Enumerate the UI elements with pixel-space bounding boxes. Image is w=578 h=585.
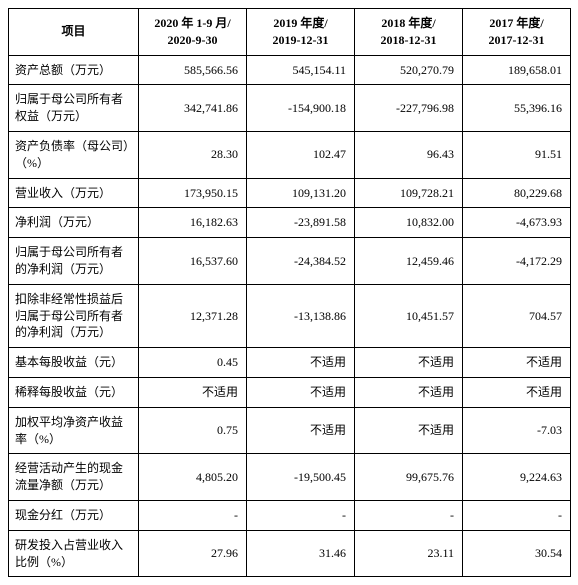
row-label: 资产总额（万元） bbox=[9, 55, 139, 85]
cell-value: 96.43 bbox=[355, 131, 463, 178]
row-label: 基本每股收益（元） bbox=[9, 348, 139, 378]
cell-value: 23.11 bbox=[355, 530, 463, 577]
cell-value: -23,891.58 bbox=[247, 208, 355, 238]
table-body: 资产总额（万元）585,566.56545,154.11520,270.7918… bbox=[9, 55, 571, 577]
cell-value: 不适用 bbox=[463, 377, 571, 407]
table-row: 基本每股收益（元）0.45不适用不适用不适用 bbox=[9, 348, 571, 378]
row-label: 扣除非经常性损益后归属于母公司所有者的净利润（万元） bbox=[9, 284, 139, 347]
table-row: 营业收入（万元）173,950.15109,131.20109,728.2180… bbox=[9, 178, 571, 208]
cell-value: 30.54 bbox=[463, 530, 571, 577]
cell-value: 28.30 bbox=[139, 131, 247, 178]
cell-value: 16,182.63 bbox=[139, 208, 247, 238]
cell-value: - bbox=[463, 500, 571, 530]
cell-value: 704.57 bbox=[463, 284, 571, 347]
cell-value: 80,229.68 bbox=[463, 178, 571, 208]
cell-value: 不适用 bbox=[355, 407, 463, 454]
cell-value: -154,900.18 bbox=[247, 85, 355, 132]
cell-value: 91.51 bbox=[463, 131, 571, 178]
cell-value: 545,154.11 bbox=[247, 55, 355, 85]
cell-value: -227,796.98 bbox=[355, 85, 463, 132]
cell-value: 不适用 bbox=[355, 348, 463, 378]
cell-value: 189,658.01 bbox=[463, 55, 571, 85]
table-row: 资产总额（万元）585,566.56545,154.11520,270.7918… bbox=[9, 55, 571, 85]
cell-value: 不适用 bbox=[463, 348, 571, 378]
cell-value: 不适用 bbox=[247, 377, 355, 407]
table-row: 净利润（万元）16,182.63-23,891.5810,832.00-4,67… bbox=[9, 208, 571, 238]
col-header-item: 项目 bbox=[9, 9, 139, 56]
cell-value: 10,451.57 bbox=[355, 284, 463, 347]
cell-value: 不适用 bbox=[355, 377, 463, 407]
cell-value: 不适用 bbox=[247, 348, 355, 378]
row-label: 归属于母公司所有者权益（万元） bbox=[9, 85, 139, 132]
cell-value: 173,950.15 bbox=[139, 178, 247, 208]
table-row: 归属于母公司所有者的净利润（万元）16,537.60-24,384.5212,4… bbox=[9, 238, 571, 285]
cell-value: -19,500.45 bbox=[247, 454, 355, 501]
row-label: 研发投入占营业收入比例（%） bbox=[9, 530, 139, 577]
cell-value: 585,566.56 bbox=[139, 55, 247, 85]
row-label: 营业收入（万元） bbox=[9, 178, 139, 208]
cell-value: 不适用 bbox=[247, 407, 355, 454]
cell-value: 0.75 bbox=[139, 407, 247, 454]
table-row: 归属于母公司所有者权益（万元）342,741.86-154,900.18-227… bbox=[9, 85, 571, 132]
col-header-2017: 2017 年度/2017-12-31 bbox=[463, 9, 571, 56]
cell-value: 109,131.20 bbox=[247, 178, 355, 208]
cell-value: 102.47 bbox=[247, 131, 355, 178]
cell-value: -13,138.86 bbox=[247, 284, 355, 347]
cell-value: - bbox=[247, 500, 355, 530]
row-label: 稀释每股收益（元） bbox=[9, 377, 139, 407]
cell-value: 99,675.76 bbox=[355, 454, 463, 501]
cell-value: 55,396.16 bbox=[463, 85, 571, 132]
cell-value: 27.96 bbox=[139, 530, 247, 577]
cell-value: 10,832.00 bbox=[355, 208, 463, 238]
cell-value: - bbox=[139, 500, 247, 530]
cell-value: 520,270.79 bbox=[355, 55, 463, 85]
row-label: 现金分红（万元） bbox=[9, 500, 139, 530]
table-row: 资产负债率（母公司）（%）28.30102.4796.4391.51 bbox=[9, 131, 571, 178]
table-row: 研发投入占营业收入比例（%）27.9631.4623.1130.54 bbox=[9, 530, 571, 577]
table-row: 现金分红（万元）---- bbox=[9, 500, 571, 530]
row-label: 经营活动产生的现金流量净额（万元） bbox=[9, 454, 139, 501]
col-header-2019: 2019 年度/2019-12-31 bbox=[247, 9, 355, 56]
row-label: 归属于母公司所有者的净利润（万元） bbox=[9, 238, 139, 285]
row-label: 加权平均净资产收益率（%） bbox=[9, 407, 139, 454]
cell-value: 12,459.46 bbox=[355, 238, 463, 285]
cell-value: -24,384.52 bbox=[247, 238, 355, 285]
cell-value: 0.45 bbox=[139, 348, 247, 378]
cell-value: -4,673.93 bbox=[463, 208, 571, 238]
row-label: 资产负债率（母公司）（%） bbox=[9, 131, 139, 178]
cell-value: -7.03 bbox=[463, 407, 571, 454]
financial-table: 项目 2020 年 1-9 月/2020-9-30 2019 年度/2019-1… bbox=[8, 8, 571, 577]
table-header-row: 项目 2020 年 1-9 月/2020-9-30 2019 年度/2019-1… bbox=[9, 9, 571, 56]
cell-value: -4,172.29 bbox=[463, 238, 571, 285]
col-header-2018: 2018 年度/2018-12-31 bbox=[355, 9, 463, 56]
table-row: 扣除非经常性损益后归属于母公司所有者的净利润（万元）12,371.28-13,1… bbox=[9, 284, 571, 347]
row-label: 净利润（万元） bbox=[9, 208, 139, 238]
cell-value: 4,805.20 bbox=[139, 454, 247, 501]
cell-value: 不适用 bbox=[139, 377, 247, 407]
cell-value: 109,728.21 bbox=[355, 178, 463, 208]
cell-value: - bbox=[355, 500, 463, 530]
table-row: 经营活动产生的现金流量净额（万元）4,805.20-19,500.4599,67… bbox=[9, 454, 571, 501]
cell-value: 9,224.63 bbox=[463, 454, 571, 501]
cell-value: 342,741.86 bbox=[139, 85, 247, 132]
cell-value: 16,537.60 bbox=[139, 238, 247, 285]
cell-value: 12,371.28 bbox=[139, 284, 247, 347]
table-row: 稀释每股收益（元）不适用不适用不适用不适用 bbox=[9, 377, 571, 407]
col-header-2020: 2020 年 1-9 月/2020-9-30 bbox=[139, 9, 247, 56]
cell-value: 31.46 bbox=[247, 530, 355, 577]
table-row: 加权平均净资产收益率（%）0.75不适用不适用-7.03 bbox=[9, 407, 571, 454]
